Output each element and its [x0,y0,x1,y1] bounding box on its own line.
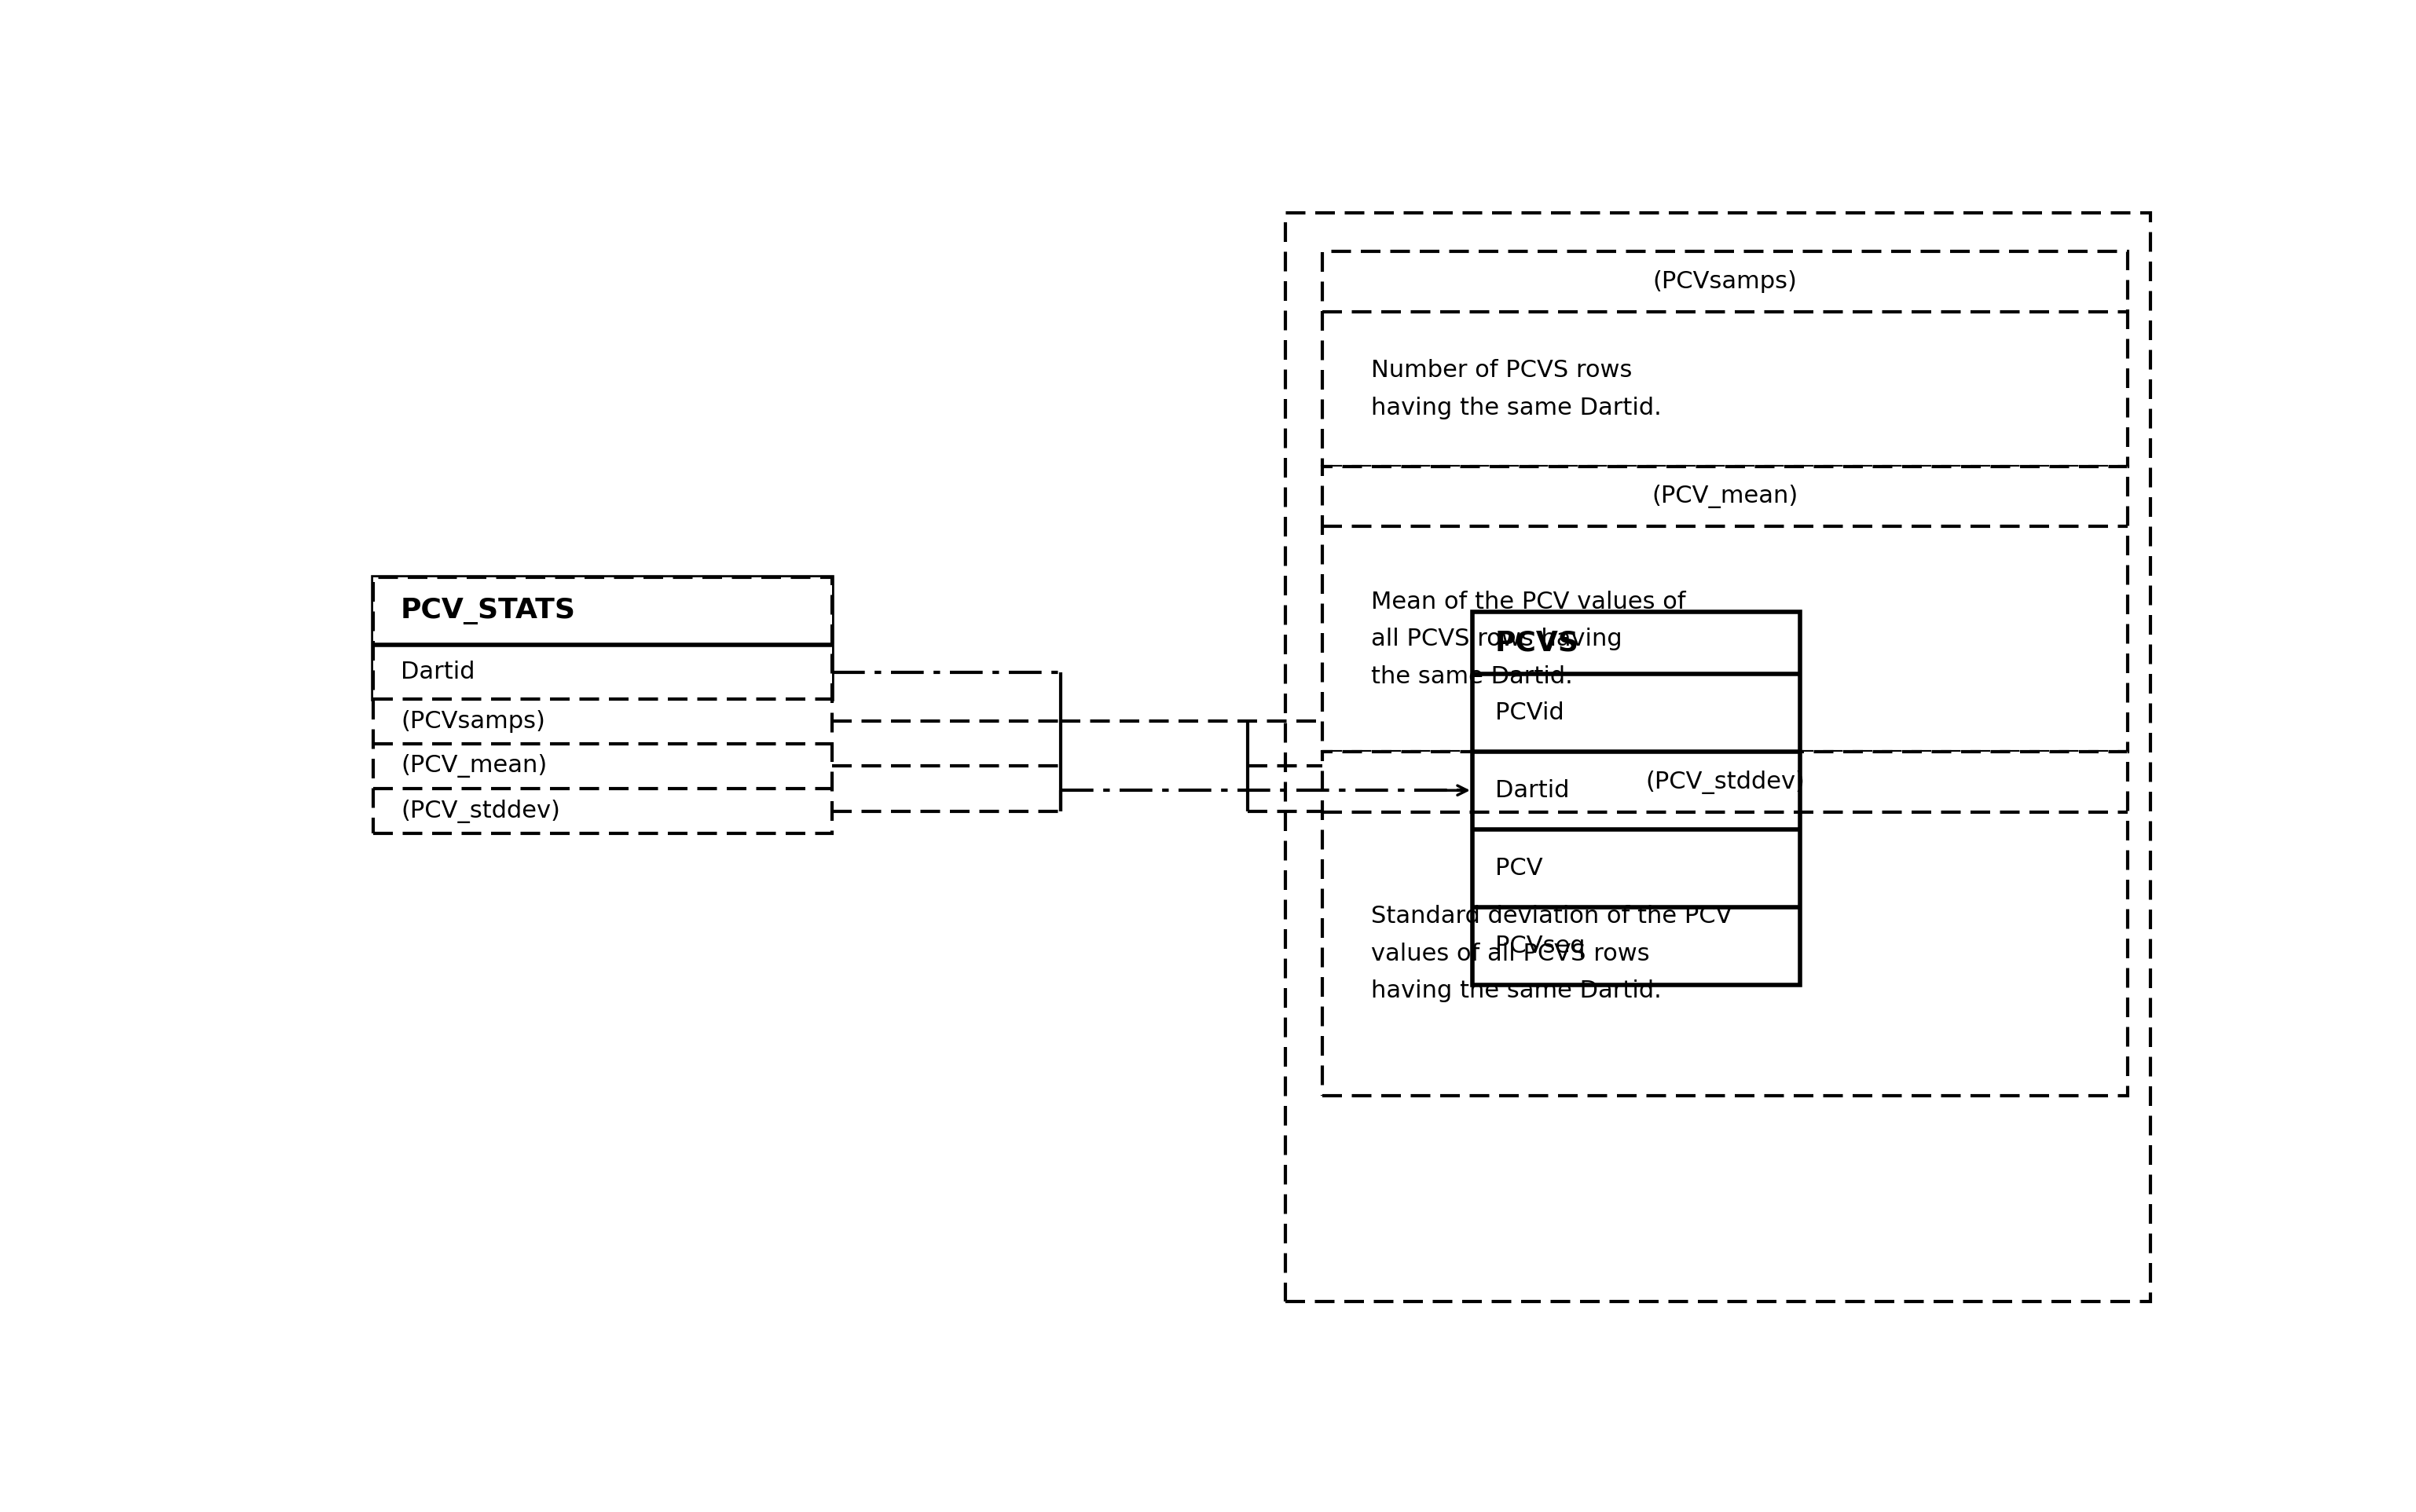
Bar [1322,751,2128,1095]
Text: PCV: PCV [1496,857,1544,880]
Text: (PCV_stddev): (PCV_stddev) [401,800,561,823]
Bar [1285,213,2150,1302]
Text: (PCV_stddev): (PCV_stddev) [1645,770,1805,794]
Text: PCVid: PCVid [1496,702,1563,724]
Bar [1322,467,2128,751]
Text: Standard deviation of the PCV
values of all PCVS rows
having the same Dartid.: Standard deviation of the PCV values of … [1370,906,1732,1002]
Bar [1471,612,1800,984]
Bar [372,578,831,699]
Text: PCV_STATS: PCV_STATS [401,597,575,624]
Text: (PCVsamps): (PCVsamps) [1653,271,1798,293]
Text: Number of PCVS rows
having the same Dartid.: Number of PCVS rows having the same Dart… [1370,360,1662,419]
Text: Dartid: Dartid [1496,779,1570,801]
Text: Mean of the PCV values of
all PCVS rows having
the same Dartid.: Mean of the PCV values of all PCVS rows … [1370,591,1686,688]
Bar [1322,251,2128,467]
Text: PCVS: PCVS [1496,629,1580,656]
Bar [372,578,831,833]
Text: (PCV_mean): (PCV_mean) [1653,485,1798,508]
Text: (PCV_mean): (PCV_mean) [401,754,546,779]
Text: Dartid: Dartid [401,661,476,683]
Text: PCVseq: PCVseq [1496,934,1585,957]
Text: (PCVsamps): (PCVsamps) [401,711,546,733]
